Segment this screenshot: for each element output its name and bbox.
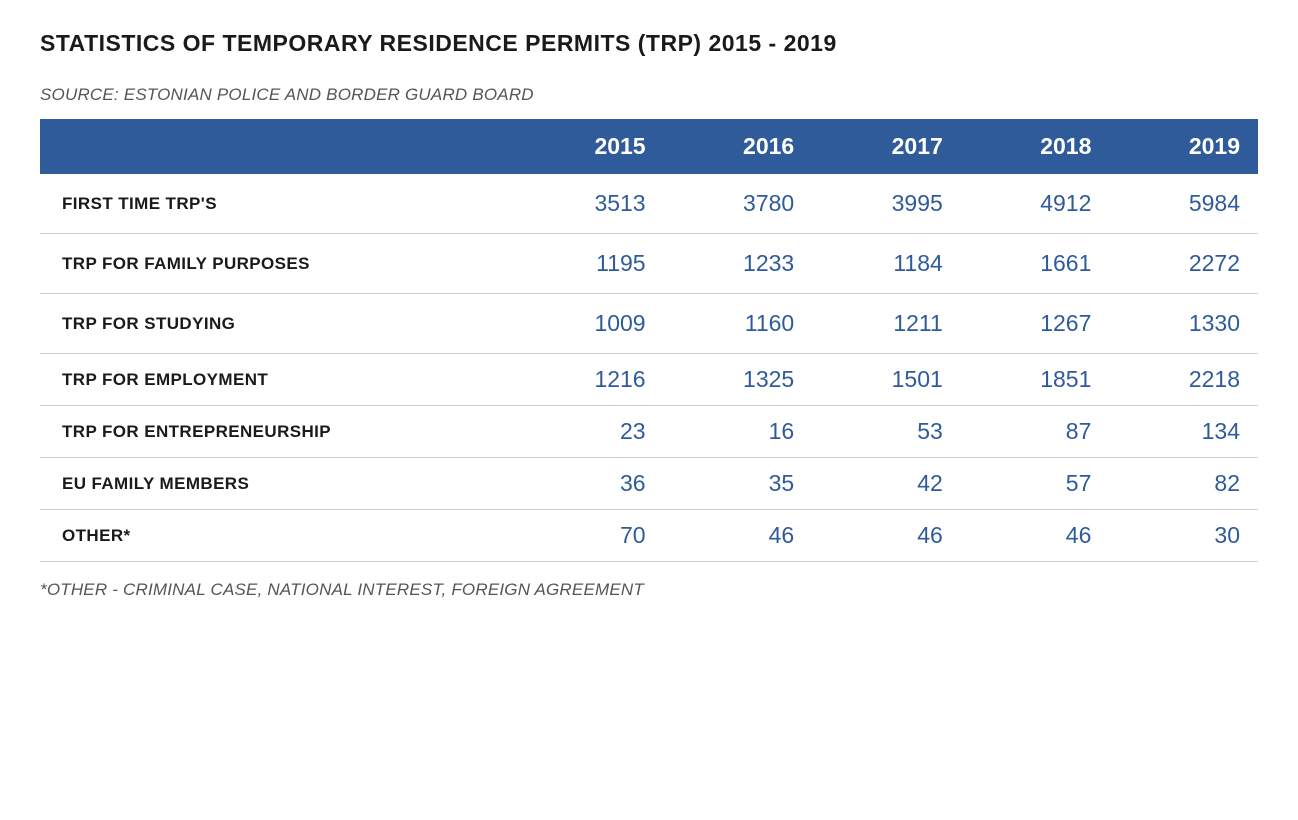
row-value: 30 [1109,510,1258,562]
table-row: FIRST TIME TRP'S 3513 3780 3995 4912 598… [40,174,1258,234]
row-value: 46 [961,510,1110,562]
row-label: TRP FOR STUDYING [40,294,515,354]
table-header-year: 2018 [961,119,1110,174]
row-value: 1851 [961,354,1110,406]
row-value: 87 [961,406,1110,458]
row-value: 1233 [664,234,813,294]
row-value: 1009 [515,294,664,354]
page-title: STATISTICS OF TEMPORARY RESIDENCE PERMIT… [40,30,1258,57]
row-value: 1211 [812,294,961,354]
trp-table: 2015 2016 2017 2018 2019 FIRST TIME TRP'… [40,119,1258,562]
row-value: 57 [961,458,1110,510]
row-value: 1195 [515,234,664,294]
row-label: OTHER* [40,510,515,562]
row-value: 1325 [664,354,813,406]
row-value: 46 [664,510,813,562]
row-value: 82 [1109,458,1258,510]
row-value: 2272 [1109,234,1258,294]
row-value: 1330 [1109,294,1258,354]
row-value: 4912 [961,174,1110,234]
row-value: 70 [515,510,664,562]
row-label: TRP FOR FAMILY PURPOSES [40,234,515,294]
row-label: EU FAMILY MEMBERS [40,458,515,510]
footnote: *OTHER - CRIMINAL CASE, NATIONAL INTERES… [40,580,1258,600]
table-body: FIRST TIME TRP'S 3513 3780 3995 4912 598… [40,174,1258,562]
row-value: 42 [812,458,961,510]
row-value: 1184 [812,234,961,294]
row-value: 16 [664,406,813,458]
table-row: TRP FOR EMPLOYMENT 1216 1325 1501 1851 2… [40,354,1258,406]
table-header-year: 2016 [664,119,813,174]
row-value: 46 [812,510,961,562]
row-value: 36 [515,458,664,510]
row-value: 1160 [664,294,813,354]
row-value: 23 [515,406,664,458]
row-label: TRP FOR ENTREPRENEURSHIP [40,406,515,458]
row-value: 1267 [961,294,1110,354]
table-row: TRP FOR STUDYING 1009 1160 1211 1267 133… [40,294,1258,354]
row-value: 53 [812,406,961,458]
table-row: OTHER* 70 46 46 46 30 [40,510,1258,562]
table-header-row: 2015 2016 2017 2018 2019 [40,119,1258,174]
row-value: 3995 [812,174,961,234]
row-value: 1661 [961,234,1110,294]
source-line: SOURCE: ESTONIAN POLICE AND BORDER GUARD… [40,85,1258,105]
table-header-empty [40,119,515,174]
table-header-year: 2017 [812,119,961,174]
table-header-year: 2015 [515,119,664,174]
row-value: 1216 [515,354,664,406]
row-value: 35 [664,458,813,510]
row-value: 5984 [1109,174,1258,234]
row-value: 3513 [515,174,664,234]
row-label: TRP FOR EMPLOYMENT [40,354,515,406]
row-value: 134 [1109,406,1258,458]
table-row: EU FAMILY MEMBERS 36 35 42 57 82 [40,458,1258,510]
table-row: TRP FOR FAMILY PURPOSES 1195 1233 1184 1… [40,234,1258,294]
row-label: FIRST TIME TRP'S [40,174,515,234]
row-value: 1501 [812,354,961,406]
row-value: 2218 [1109,354,1258,406]
row-value: 3780 [664,174,813,234]
table-header-year: 2019 [1109,119,1258,174]
table-row: TRP FOR ENTREPRENEURSHIP 23 16 53 87 134 [40,406,1258,458]
